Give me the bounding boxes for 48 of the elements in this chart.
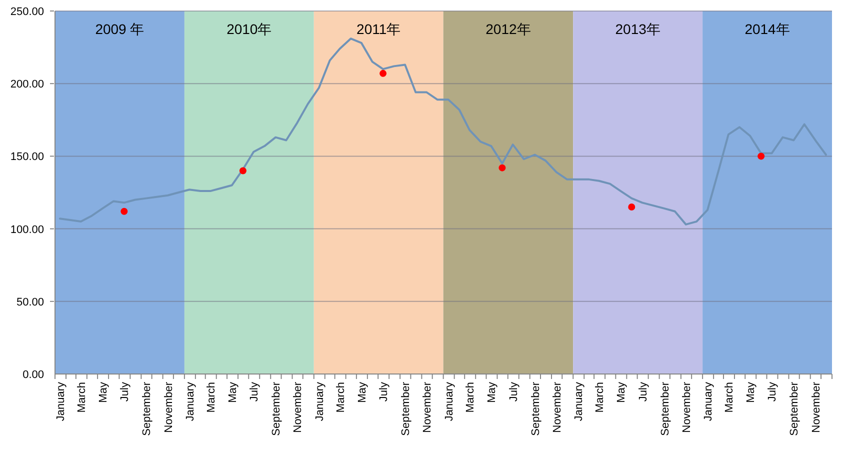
x-tick-label: March bbox=[464, 382, 477, 413]
x-tick-label: January bbox=[54, 382, 67, 422]
x-tick-label: May bbox=[745, 382, 758, 403]
x-tick-label: January bbox=[184, 382, 196, 422]
x-tick-label: November bbox=[810, 382, 822, 433]
y-tick-label: 250.00 bbox=[10, 6, 44, 18]
x-tick-label: September bbox=[530, 382, 542, 436]
x-tick-label: July bbox=[248, 382, 261, 402]
x-tick-label: March bbox=[334, 382, 347, 413]
x-tick-label: November bbox=[292, 382, 304, 433]
x-tick-label: May bbox=[356, 382, 368, 403]
x-tick-label: July bbox=[378, 382, 390, 402]
x-tick-label: May bbox=[98, 382, 110, 403]
x-tick-label: May bbox=[226, 382, 239, 403]
x-tick-label: November bbox=[680, 382, 693, 433]
x-tick-label: January bbox=[443, 382, 456, 422]
band-label: 2014年 bbox=[744, 21, 790, 37]
x-tick-label: July bbox=[508, 382, 520, 402]
x-tick-label: May bbox=[486, 382, 498, 403]
x-tick-label: July bbox=[766, 382, 779, 402]
x-tick-label: November bbox=[162, 382, 175, 433]
band-label: 2012年 bbox=[486, 21, 531, 37]
x-tick-label: May bbox=[616, 382, 628, 403]
y-tick-label: 100.00 bbox=[10, 224, 44, 236]
x-tick-label: September bbox=[659, 382, 672, 436]
x-tick-label: November bbox=[422, 382, 434, 433]
x-tick-label: January bbox=[702, 382, 715, 422]
x-tick-label: March bbox=[594, 382, 606, 413]
x-tick-label: July bbox=[637, 382, 650, 402]
x-tick-label: July bbox=[119, 382, 132, 402]
x-tick-label: January bbox=[573, 382, 586, 422]
band-label: 2009 年 bbox=[95, 21, 144, 37]
y-tick-label: 0.00 bbox=[22, 369, 44, 381]
band-label: 2013年 bbox=[615, 21, 660, 37]
x-tick-label: September bbox=[270, 382, 283, 436]
x-tick-label: September bbox=[400, 382, 412, 436]
y-tick-label: 50.00 bbox=[16, 296, 44, 308]
x-tick-label: March bbox=[723, 382, 736, 413]
x-tick-label: March bbox=[76, 382, 88, 413]
x-tick-label: November bbox=[551, 382, 564, 433]
x-tick-label: January bbox=[314, 382, 326, 422]
band-label: 2011年 bbox=[356, 21, 401, 37]
y-tick-label: 200.00 bbox=[10, 78, 44, 91]
x-tick-label: March bbox=[205, 382, 218, 413]
band-label: 2010年 bbox=[226, 21, 272, 37]
x-tick-label: September bbox=[141, 382, 154, 436]
y-tick-label: 150.00 bbox=[10, 151, 44, 164]
x-tick-label: September bbox=[788, 382, 801, 436]
